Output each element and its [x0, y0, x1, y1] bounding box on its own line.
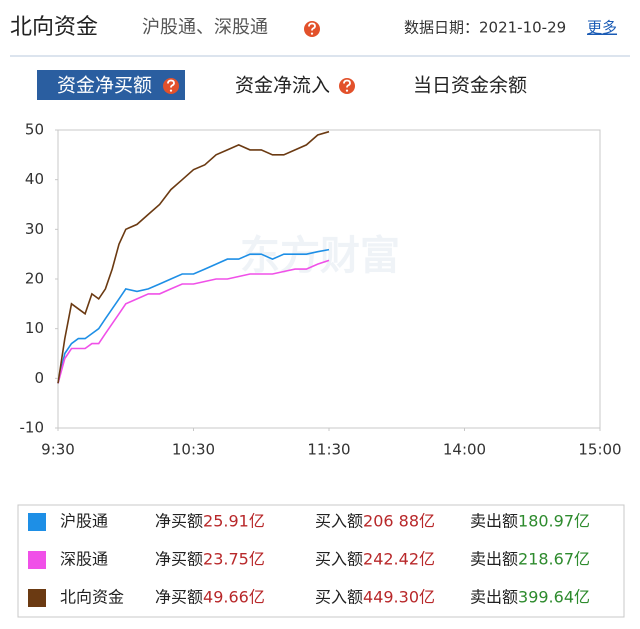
legend-swatch: [28, 589, 46, 607]
summary-label: 卖出额: [470, 512, 518, 531]
x-tick-label: 14:00: [443, 441, 486, 459]
more-link[interactable]: 更多: [587, 19, 617, 37]
tab[interactable]: 当日资金余额: [413, 75, 527, 97]
summary-value: 242.42亿: [363, 550, 435, 569]
summary-label: 买入额: [315, 512, 363, 531]
series-line: [57, 259, 330, 384]
date: 数据日期：2021-10-29: [404, 19, 566, 37]
summary-label: 卖出额: [470, 550, 518, 569]
summary-value: 25.91亿: [203, 512, 265, 531]
tab[interactable]: 资金净流入: [235, 75, 330, 97]
series-line: [57, 130, 330, 384]
y-tick-label: 30: [25, 220, 44, 238]
help-mark: [308, 22, 316, 31]
help-dot: [345, 89, 349, 92]
legend-label: 北向资金: [60, 588, 124, 607]
summary-value: 206 88亿: [363, 512, 435, 531]
title: 北向资金: [10, 15, 98, 40]
subtitle: 沪股通、深股通: [142, 17, 268, 38]
summary-value: 49.66亿: [203, 588, 265, 607]
help-dot: [169, 89, 173, 92]
x-tick-label: 10:30: [172, 441, 215, 459]
x-tick-label: 15:00: [578, 441, 621, 459]
summary-value: 449.30亿: [363, 588, 435, 607]
y-tick-label: 50: [25, 121, 44, 139]
legend-label: 深股通: [60, 550, 108, 569]
summary-frame: [17, 504, 625, 618]
summary-value: 218.67亿: [518, 550, 590, 569]
summary-label: 买入额: [315, 550, 363, 569]
help-mark: [167, 79, 175, 88]
help-icon[interactable]: [304, 21, 320, 37]
legend-swatch: [28, 551, 46, 569]
legend-label: 沪股通: [60, 512, 108, 531]
summary-label: 买入额: [315, 588, 363, 607]
x-tick-label: 9:30: [41, 441, 75, 459]
series-line: [57, 248, 330, 384]
help-mark: [343, 79, 351, 88]
y-tick-label: -10: [20, 419, 45, 437]
summary-label: 净买额: [155, 512, 203, 531]
y-tick-label: 0: [34, 369, 44, 387]
summary-label: 净买额: [155, 588, 203, 607]
summary-label: 净买额: [155, 550, 203, 569]
summary-label: 卖出额: [470, 588, 518, 607]
legend-swatch: [28, 513, 46, 531]
tab-active-bg: [37, 70, 185, 100]
help-icon: [163, 78, 355, 94]
y-tick-label: 20: [25, 270, 44, 288]
summary-value: 180.97亿: [518, 512, 590, 531]
summary-value: 399.64亿: [518, 588, 590, 607]
summary-value: 23.75亿: [203, 550, 265, 569]
y-tick-label: 10: [25, 319, 44, 337]
help-dot: [310, 32, 314, 35]
x-tick-label: 11:30: [307, 441, 350, 459]
tab[interactable]: 资金净买额: [57, 75, 152, 97]
plot-frame: [57, 129, 601, 429]
y-tick-label: 40: [25, 170, 44, 188]
